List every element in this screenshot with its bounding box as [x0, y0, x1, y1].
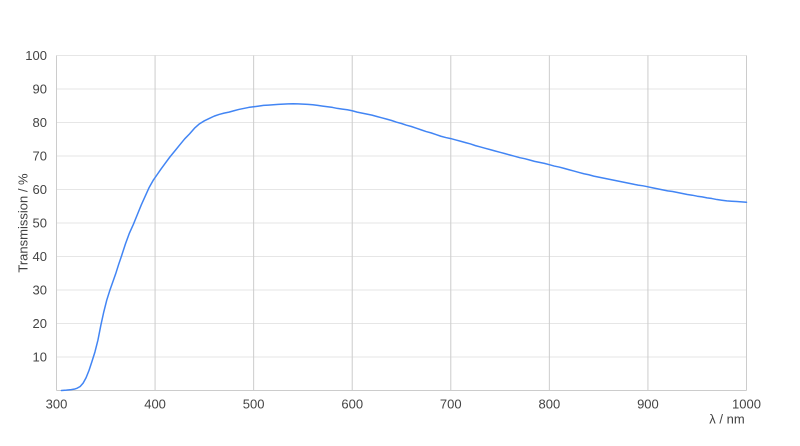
x-tick-label: 400 [144, 397, 166, 412]
x-tick-label: 300 [46, 397, 68, 412]
y-axis-title: Transmission / % [15, 173, 31, 273]
y-tick-label: 30 [33, 283, 47, 298]
x-tick-label: 1000 [732, 397, 761, 412]
y-tick-label: 50 [33, 216, 47, 231]
x-axis-title: λ / nm [709, 411, 745, 427]
y-tick-label: 90 [33, 82, 47, 97]
x-tick-label: 800 [539, 397, 561, 412]
y-tick-label: 60 [33, 182, 47, 197]
x-tick-label: 500 [243, 397, 265, 412]
x-tick-label: 700 [440, 397, 462, 412]
y-tick-label: 100 [25, 48, 47, 63]
y-tick-label: 10 [33, 350, 47, 365]
y-tick-label: 40 [33, 249, 47, 264]
transmission-curve [60, 102, 748, 392]
y-tick-label: 70 [33, 149, 47, 164]
y-tick-label: 80 [33, 115, 47, 130]
y-tick-label: 20 [33, 316, 47, 331]
x-tick-label: 600 [341, 397, 363, 412]
x-tick-label: 900 [637, 397, 659, 412]
